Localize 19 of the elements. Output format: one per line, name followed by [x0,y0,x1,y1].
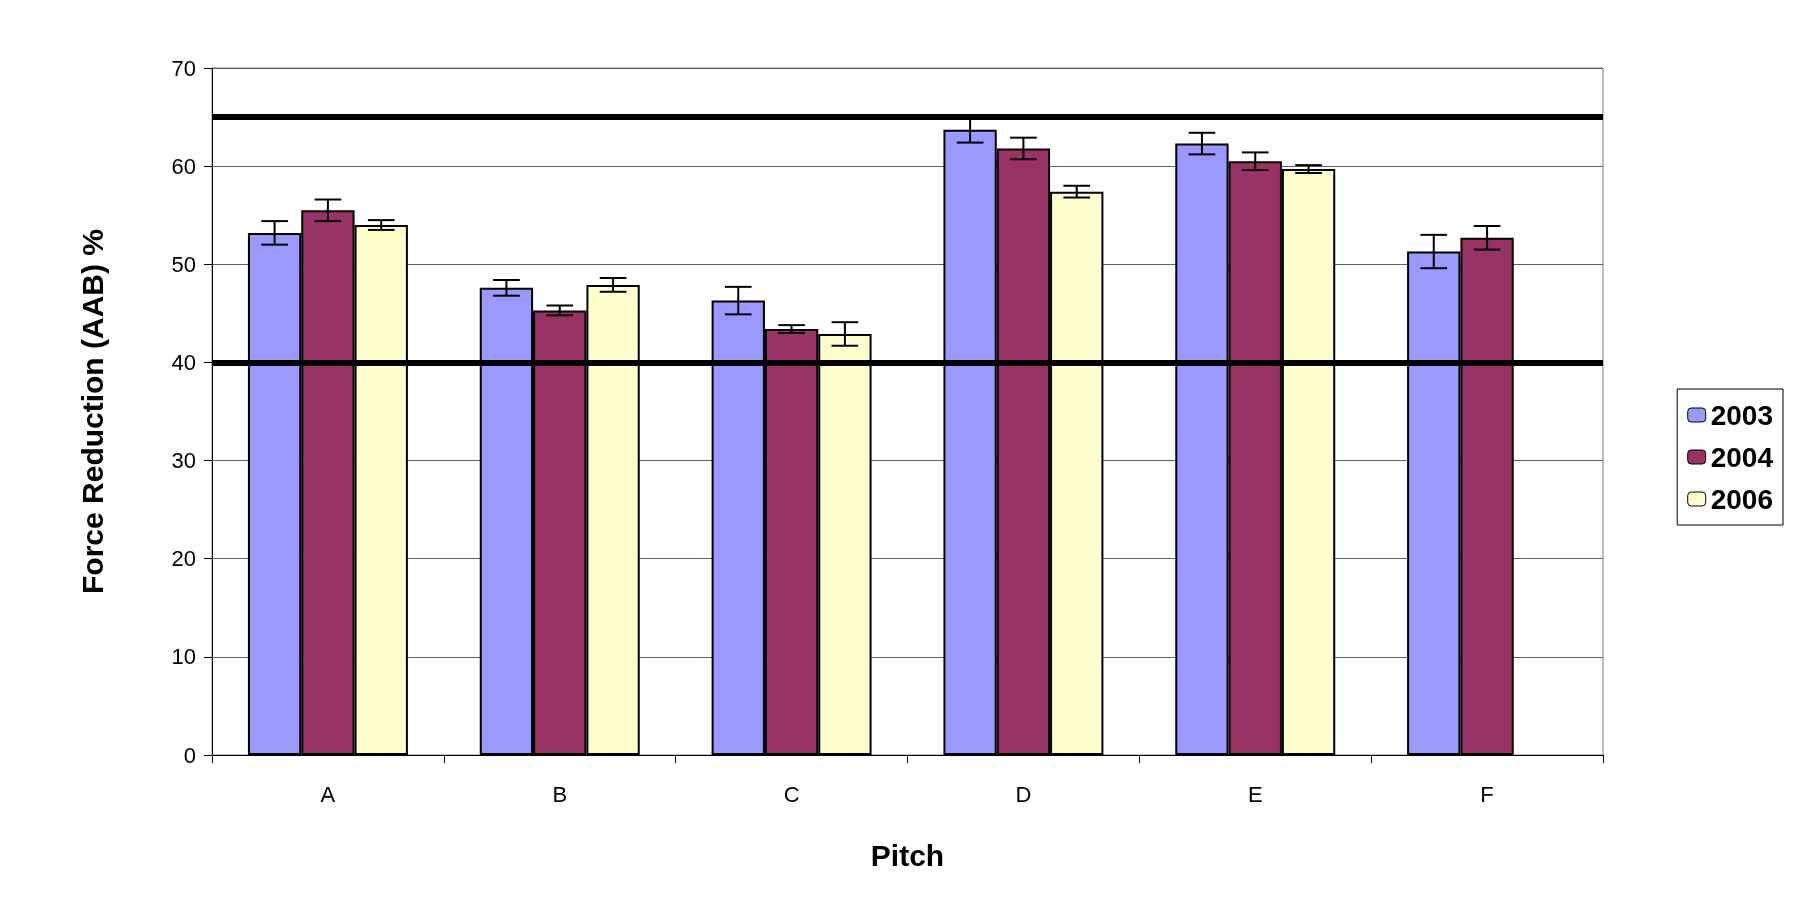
y-tick-label: 60 [171,153,196,179]
x-tick-label: B [552,781,568,807]
legend-label: 2004 [1710,441,1774,473]
y-tick-label: 40 [171,349,196,375]
legend-label: 2006 [1710,483,1774,515]
x-axis-title: Pitch [870,838,945,872]
y-tick-label: 50 [171,251,196,277]
x-tick-label: D [1015,781,1032,807]
legend-label: 2003 [1710,399,1774,431]
x-tick-label: E [1247,781,1263,807]
y-tick-label: 70 [171,55,196,81]
y-tick-label: 20 [171,546,196,572]
x-tick-label: F [1480,781,1494,807]
x-tick-label: A [320,781,336,807]
y-axis-title: Force Reduction (AAB) % [75,228,109,595]
x-tick-label: C [783,781,800,807]
y-tick-label: 10 [171,644,196,670]
y-tick-label: 0 [183,742,196,768]
y-tick-label: 30 [171,448,196,474]
